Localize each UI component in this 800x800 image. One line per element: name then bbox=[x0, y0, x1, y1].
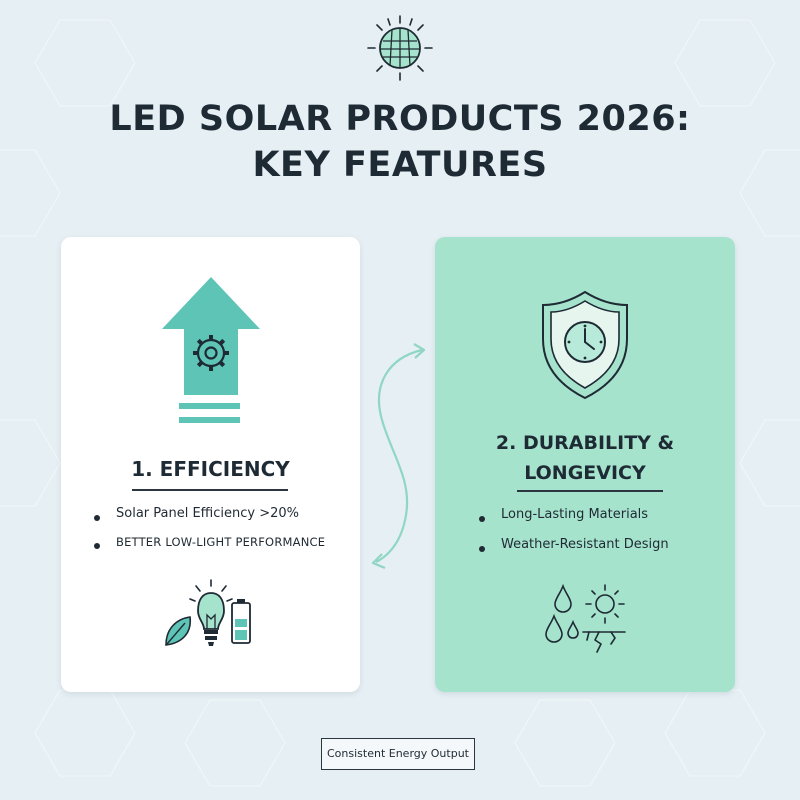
durability-heading-line-1: 2. DURABILITY & bbox=[495, 432, 675, 454]
footer-caption: Consistent Energy Output bbox=[321, 738, 475, 770]
efficiency-card: 1. EFFICIENCY Solar Panel Efficiency >20… bbox=[61, 237, 360, 692]
up-arrow-gear-icon bbox=[162, 277, 260, 423]
efficiency-icons bbox=[165, 579, 251, 646]
durability-heading: 2. DURABILITY & LONGEVICY bbox=[435, 428, 735, 488]
page-title: LED SOLAR PRODUCTS 2026: KEY FEATURES bbox=[0, 96, 800, 188]
list-item: Solar Panel Efficiency >20% bbox=[94, 504, 325, 532]
sun-icon bbox=[585, 584, 625, 624]
efficiency-heading: 1. EFFICIENCY bbox=[131, 457, 290, 481]
durability-bullet-list: Long-Lasting Materials Weather-Resistant… bbox=[479, 504, 669, 564]
solar-panel-sun-icon bbox=[367, 15, 433, 81]
heading-underline bbox=[132, 489, 288, 491]
shield-clock-icon bbox=[542, 290, 628, 400]
list-item: Long-Lasting Materials bbox=[479, 504, 669, 534]
heading-underline bbox=[517, 490, 663, 492]
durability-heading-line-2: LONGEVICY bbox=[524, 462, 646, 484]
light-bulb-icon bbox=[189, 579, 233, 646]
weather-icons bbox=[545, 583, 626, 653]
title-line-1: LED SOLAR PRODUCTS 2026: bbox=[109, 99, 691, 139]
list-item: BETTER LOW-LIGHT PERFORMANCE bbox=[94, 532, 325, 560]
leaf-icon bbox=[165, 616, 191, 646]
efficiency-bullet-list: Solar Panel Efficiency >20% BETTER LOW-L… bbox=[94, 504, 325, 560]
cracked-ground-icon bbox=[582, 631, 626, 653]
battery-icon bbox=[231, 599, 251, 644]
connector-double-arrow bbox=[371, 343, 426, 570]
list-item: Weather-Resistant Design bbox=[479, 534, 669, 564]
water-drops-icon bbox=[545, 583, 579, 643]
title-line-2: KEY FEATURES bbox=[252, 145, 548, 185]
durability-card: 2. DURABILITY & LONGEVICY Long-Lasting M… bbox=[435, 237, 735, 692]
